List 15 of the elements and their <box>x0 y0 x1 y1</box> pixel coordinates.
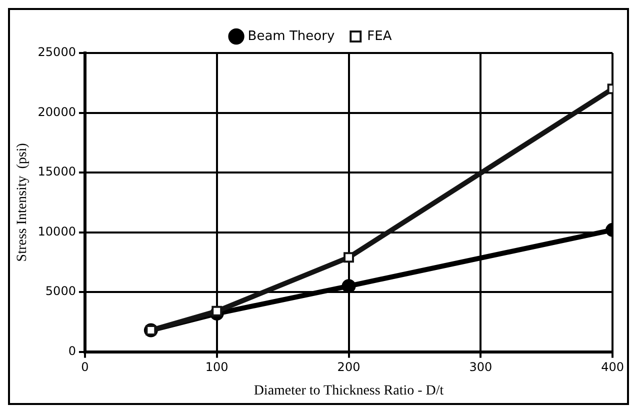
y-tick-label: 25000 <box>38 45 76 60</box>
x-axis-title: Diameter to Thickness Ratio - D/t <box>254 383 444 398</box>
y-tick-label: 0 <box>68 344 76 358</box>
y-tick-label: 5000 <box>45 284 76 298</box>
y-axis-title: Stress Intensity (psi) <box>15 142 30 262</box>
x-tick-label: 400 <box>601 360 624 374</box>
x-tick-label: 200 <box>337 360 360 374</box>
x-tick-label: 300 <box>469 360 492 374</box>
x-tick-label: 100 <box>205 360 228 374</box>
legend-label: Beam Theory <box>248 28 335 44</box>
legend-label: FEA <box>367 28 392 44</box>
y-tick-label: 10000 <box>38 224 76 238</box>
y-tick-label: 15000 <box>38 164 76 179</box>
y-tick-label: 20000 <box>38 104 76 119</box>
x-tick-label: 0 <box>81 360 89 374</box>
